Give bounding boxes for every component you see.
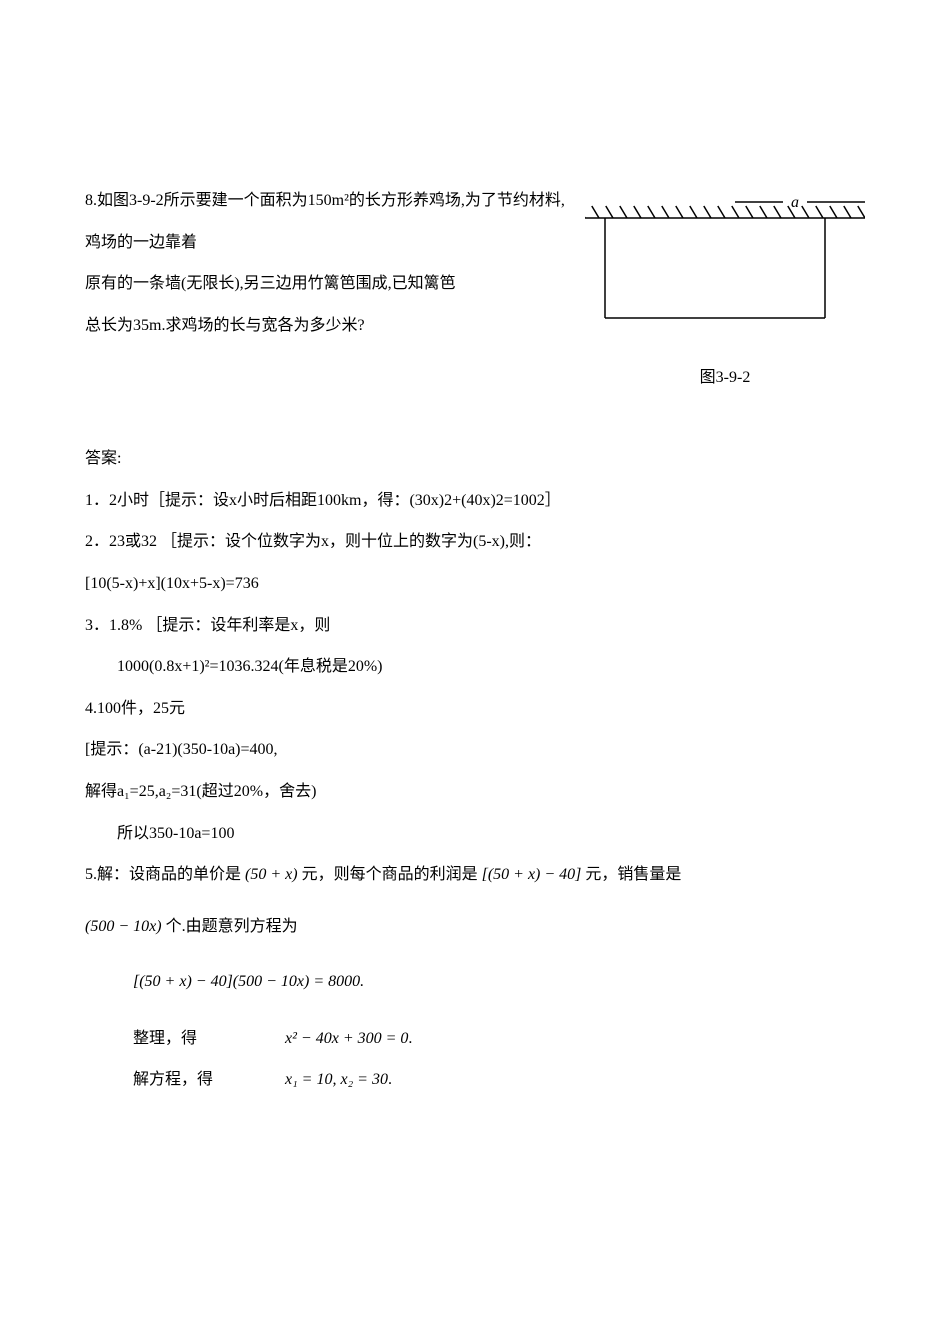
a5-arrange: 整理，得 x² − 40x + 300 = 0. [133,1018,865,1060]
a5-tail1: 元，销售量是 [585,866,681,883]
a5-eq3: x₁ = 10, x₂ = 30 [285,1071,388,1088]
svg-text:a: a [791,194,799,211]
a5-solve: 解方程，得 x₁ = 10, x₂ = 30. [133,1059,865,1101]
chicken-pen-diagram: a [585,190,865,340]
a5-line2-tail: 个.由题意列方程为 [166,918,298,935]
a5-eq2: x² − 40x + 300 = 0 [285,1030,408,1047]
arrange-label: 整理，得 [133,1030,197,1047]
answer-2-line1: 2．23或32 ［提示：设个位数字为x，则十位上的数字为(5-x),则： [85,521,865,563]
figure-3-9-2: a 图3-9-2 [585,190,865,398]
a5-expr1: (50 + x) [245,866,298,883]
a5-head: 5.解：设商品的单价是 [85,866,241,883]
answer-5-line1: 5.解：设商品的单价是 (50 + x) 元，则每个商品的利润是 [(50 + … [85,854,865,896]
a5-expr2: [(50 + x) − 40] [482,866,582,883]
answer-4-line1: 4.100件，25元 [85,688,865,730]
answer-4-line4: 所以350-10a=100 [85,813,865,855]
a5-mid1: 元，则每个商品的利润是 [302,866,478,883]
figure-caption: 图3-9-2 [585,357,865,399]
answers-heading: 答案: [85,438,865,480]
answer-3-line2: 1000(0.8x+1)²=1036.324(年息税是20%) [85,646,865,688]
answer-3-line1: 3．1.8% ［提示：设年利率是x，则 [85,605,865,647]
answer-1: 1．2小时［提示：设x小时后相距100km，得：(30x)2+(40x)2=10… [85,480,865,522]
answer-5-line2: (500 − 10x) 个.由题意列方程为 [85,906,865,948]
solve-label: 解方程，得 [133,1071,213,1088]
answer-2-line2: [10(5-x)+x](10x+5-x)=736 [85,563,865,605]
a5-eq1: [(50 + x) − 40](500 − 10x) = 8000. [133,963,865,1001]
answer-4-line2: [提示：(a-21)(350-10a)=400, [85,729,865,771]
answer-4-line3: 解得a₁=25,a₂=31(超过20%，舍去) [85,771,865,813]
a5-line2-expr: (500 − 10x) [85,918,162,935]
